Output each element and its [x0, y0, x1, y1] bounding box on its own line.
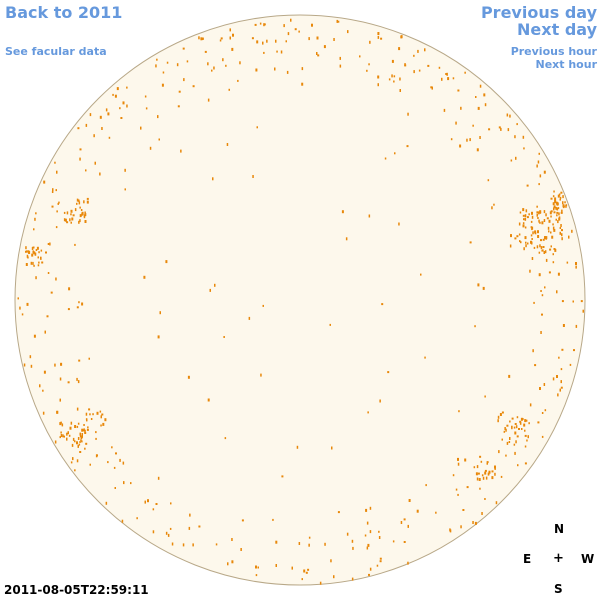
see-facular-data-link[interactable]: See facular data	[5, 45, 107, 58]
next-hour-link[interactable]: Next hour	[535, 58, 598, 71]
compass-east-label: E	[523, 552, 532, 566]
compass-south-label: S	[554, 582, 563, 596]
compass-north-label: N	[554, 522, 565, 536]
back-to-year-link[interactable]: Back to 2011	[5, 3, 123, 22]
observation-timestamp: 2011-08-05T22:59:11	[4, 583, 149, 597]
next-day-link[interactable]: Next day	[517, 20, 597, 39]
previous-hour-link[interactable]: Previous hour	[510, 45, 597, 58]
compass-center-icon: +	[553, 551, 564, 566]
facular-specks	[17, 18, 584, 585]
solar-disk	[14, 14, 586, 586]
compass-west-label: W	[581, 552, 595, 566]
previous-day-link[interactable]: Previous day	[480, 3, 597, 22]
